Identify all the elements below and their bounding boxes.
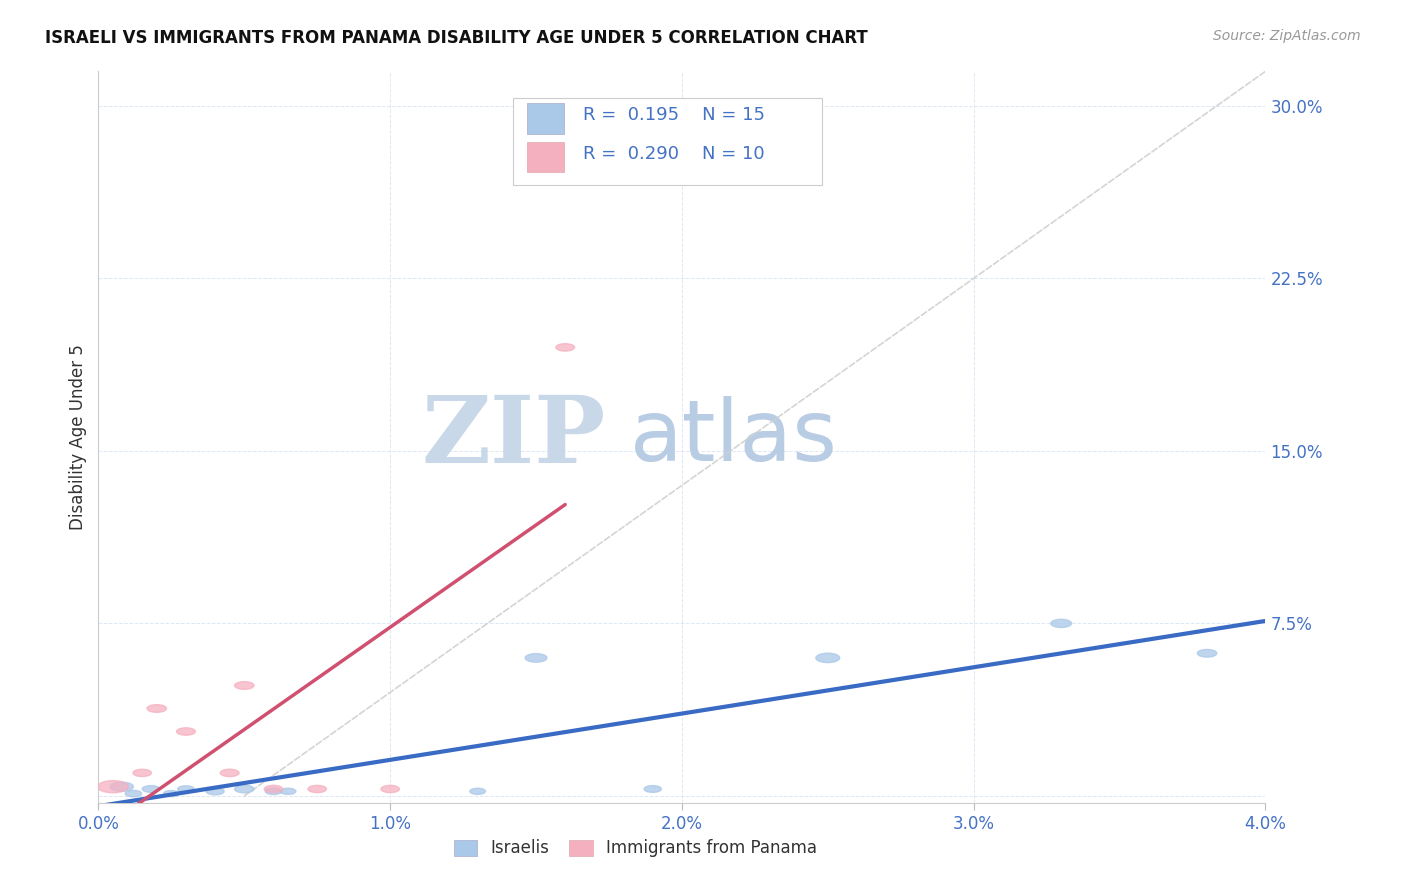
Ellipse shape xyxy=(235,681,254,690)
Ellipse shape xyxy=(1198,649,1216,657)
Ellipse shape xyxy=(125,790,142,797)
Y-axis label: Disability Age Under 5: Disability Age Under 5 xyxy=(69,344,87,530)
Ellipse shape xyxy=(134,769,152,777)
FancyBboxPatch shape xyxy=(513,98,823,185)
Ellipse shape xyxy=(524,654,547,662)
Ellipse shape xyxy=(644,786,661,792)
Ellipse shape xyxy=(207,788,224,795)
Ellipse shape xyxy=(177,728,195,735)
Ellipse shape xyxy=(555,343,575,351)
Ellipse shape xyxy=(266,788,281,795)
Ellipse shape xyxy=(381,785,399,793)
FancyBboxPatch shape xyxy=(527,103,564,134)
Ellipse shape xyxy=(1050,619,1071,627)
Ellipse shape xyxy=(235,785,254,793)
Text: R =  0.290    N = 10: R = 0.290 N = 10 xyxy=(582,145,765,162)
FancyBboxPatch shape xyxy=(527,142,564,172)
Text: R =  0.195    N = 15: R = 0.195 N = 15 xyxy=(582,106,765,124)
Ellipse shape xyxy=(97,780,128,793)
Text: Source: ZipAtlas.com: Source: ZipAtlas.com xyxy=(1213,29,1361,43)
Ellipse shape xyxy=(280,789,295,795)
Ellipse shape xyxy=(142,786,160,792)
Ellipse shape xyxy=(177,786,194,792)
Ellipse shape xyxy=(221,769,239,777)
Ellipse shape xyxy=(308,785,326,793)
Text: atlas: atlas xyxy=(630,395,838,479)
Ellipse shape xyxy=(110,782,134,791)
Text: ISRAELI VS IMMIGRANTS FROM PANAMA DISABILITY AGE UNDER 5 CORRELATION CHART: ISRAELI VS IMMIGRANTS FROM PANAMA DISABI… xyxy=(45,29,868,46)
Ellipse shape xyxy=(815,653,839,663)
Ellipse shape xyxy=(470,789,485,795)
Text: ZIP: ZIP xyxy=(422,392,606,482)
Ellipse shape xyxy=(264,785,283,793)
Ellipse shape xyxy=(148,705,166,713)
Legend: Israelis, Immigrants from Panama: Israelis, Immigrants from Panama xyxy=(447,832,824,864)
Ellipse shape xyxy=(163,790,179,797)
